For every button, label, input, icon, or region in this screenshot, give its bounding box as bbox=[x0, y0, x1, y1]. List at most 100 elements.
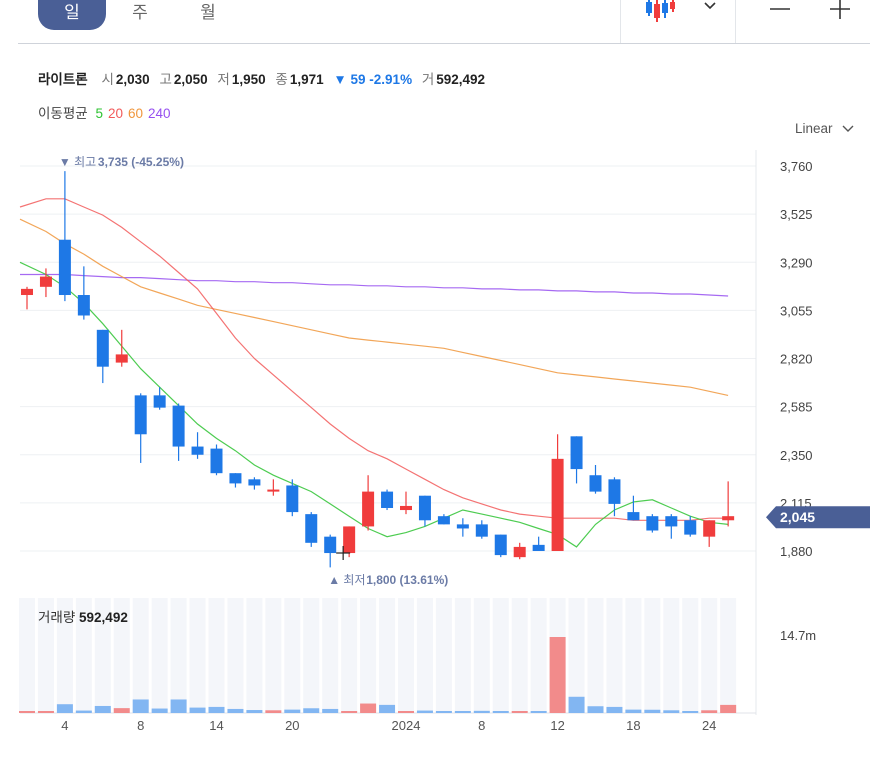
scale-mode: Linear bbox=[795, 121, 833, 136]
candle-down bbox=[437, 516, 450, 525]
candle-down bbox=[684, 520, 697, 535]
stock-name: 라이트론 bbox=[38, 72, 88, 87]
y-tick-label: 1,880 bbox=[780, 544, 813, 559]
x-tick-label: 20 bbox=[285, 718, 299, 733]
volume-bar bbox=[454, 711, 471, 713]
y-tick-label: 3,760 bbox=[780, 159, 813, 174]
x-tick-label: 12 bbox=[550, 718, 564, 733]
toolbar-divider-line bbox=[18, 43, 870, 44]
ma-legend-item-60: 60 bbox=[128, 106, 144, 121]
candlestick-chart-type-icon[interactable] bbox=[643, 0, 677, 26]
y-tick-label: 2,585 bbox=[780, 400, 813, 415]
x-tick-label: 8 bbox=[478, 718, 485, 733]
volume-column-bg bbox=[265, 598, 282, 713]
candle-down bbox=[627, 512, 640, 521]
high-annotation-prefix: ▼ 최고 bbox=[59, 155, 96, 169]
candle-down bbox=[248, 479, 261, 486]
moving-average-label: 이동평균 bbox=[38, 106, 88, 121]
y-tick-label: 2,115 bbox=[780, 496, 812, 511]
low-annotation-prefix: ▲ 최저 bbox=[328, 573, 365, 587]
volume-panel-label: 거래량 bbox=[38, 610, 76, 625]
x-tick-label: 8 bbox=[137, 718, 144, 733]
volume-bar bbox=[511, 711, 528, 713]
candle-down bbox=[381, 491, 394, 508]
ma20-line bbox=[19, 198, 729, 521]
volume-column-bg bbox=[587, 598, 604, 713]
candle-down bbox=[570, 436, 583, 470]
low-annotation: 1,800 (13.61%) bbox=[366, 573, 448, 587]
volume-bar bbox=[265, 710, 282, 713]
candle-down bbox=[646, 516, 659, 531]
candle-down bbox=[475, 524, 488, 537]
volume-bar bbox=[549, 637, 566, 713]
volume-bar bbox=[606, 706, 623, 713]
high-value: 2,050 bbox=[173, 72, 208, 87]
volume-bar bbox=[151, 708, 168, 713]
volume-column-bg bbox=[701, 598, 718, 713]
x-tick-label: 14 bbox=[209, 718, 223, 733]
volume-column-bg bbox=[284, 598, 301, 713]
candle-down bbox=[532, 544, 545, 551]
volume-bar bbox=[75, 710, 92, 713]
ma-legend-item-240: 240 bbox=[148, 106, 171, 121]
volume-bar bbox=[398, 711, 414, 713]
volume-bar bbox=[341, 711, 358, 713]
ma5-line bbox=[19, 261, 729, 548]
candle-up bbox=[267, 489, 280, 492]
candle-down bbox=[191, 446, 204, 455]
period-toolbar: 일 주 월 bbox=[0, 0, 878, 44]
chevron-down-icon[interactable] bbox=[702, 0, 718, 16]
moving-average-legend: 이동평균 5 20 60 240 bbox=[38, 102, 176, 122]
volume-column-bg bbox=[530, 598, 547, 713]
candle-down bbox=[456, 524, 469, 529]
volume-column-bg bbox=[227, 598, 244, 713]
tab-week[interactable]: 주 bbox=[132, 3, 148, 22]
volume-column-bg bbox=[568, 598, 585, 713]
y-tick-label: 3,290 bbox=[780, 255, 813, 270]
candle-down bbox=[77, 295, 90, 316]
candle-down bbox=[210, 448, 223, 474]
high-label: 고 bbox=[159, 72, 172, 87]
volume-column-bg bbox=[322, 598, 339, 713]
tab-month[interactable]: 월 bbox=[200, 3, 216, 22]
zoom-out-icon[interactable] bbox=[769, 0, 791, 20]
volume-column-bg bbox=[360, 598, 377, 713]
candle-down bbox=[229, 473, 242, 484]
y-tick-label: 2,350 bbox=[780, 448, 813, 463]
x-tick-label: 2024 bbox=[392, 718, 421, 733]
volume-bar bbox=[303, 708, 320, 713]
volume-bar bbox=[170, 699, 187, 713]
volume-bar bbox=[701, 710, 718, 713]
y-tick-label: 2,820 bbox=[780, 352, 813, 367]
toolbar-divider bbox=[620, 0, 621, 44]
candle-down bbox=[134, 395, 147, 435]
candle-down bbox=[172, 405, 185, 447]
close-label: 종 bbox=[275, 72, 288, 87]
low-label: 저 bbox=[217, 72, 230, 87]
price-change-percent: -2.91% bbox=[369, 72, 413, 87]
volume-bar bbox=[587, 706, 604, 713]
volume-column-bg bbox=[416, 598, 433, 713]
volume-column-bg bbox=[435, 598, 452, 713]
volume-bar bbox=[227, 708, 244, 713]
volume-panel-value: 592,492 bbox=[79, 610, 128, 625]
volume-bar bbox=[56, 704, 73, 713]
zoom-in-icon[interactable] bbox=[829, 0, 851, 20]
chevron-down-icon bbox=[842, 125, 854, 132]
volume-column-bg bbox=[379, 598, 396, 713]
y-tick-label: 3,525 bbox=[780, 207, 813, 222]
volume-bar bbox=[720, 704, 737, 713]
candle-down bbox=[286, 485, 299, 513]
volume-bar bbox=[682, 711, 699, 713]
candle-down bbox=[324, 536, 337, 554]
tab-day[interactable]: 일 bbox=[38, 0, 106, 30]
volume-column-bg bbox=[341, 598, 358, 713]
volume-column-bg bbox=[19, 598, 35, 713]
y-tick-label: 3,055 bbox=[780, 303, 813, 318]
candle-up bbox=[21, 288, 33, 296]
candle-down bbox=[589, 475, 602, 492]
volume-column-bg bbox=[208, 598, 225, 713]
volume-axis-tick: 14.7m bbox=[780, 628, 816, 643]
scale-selector[interactable]: Linear bbox=[795, 121, 854, 136]
volume-bar bbox=[625, 709, 642, 713]
